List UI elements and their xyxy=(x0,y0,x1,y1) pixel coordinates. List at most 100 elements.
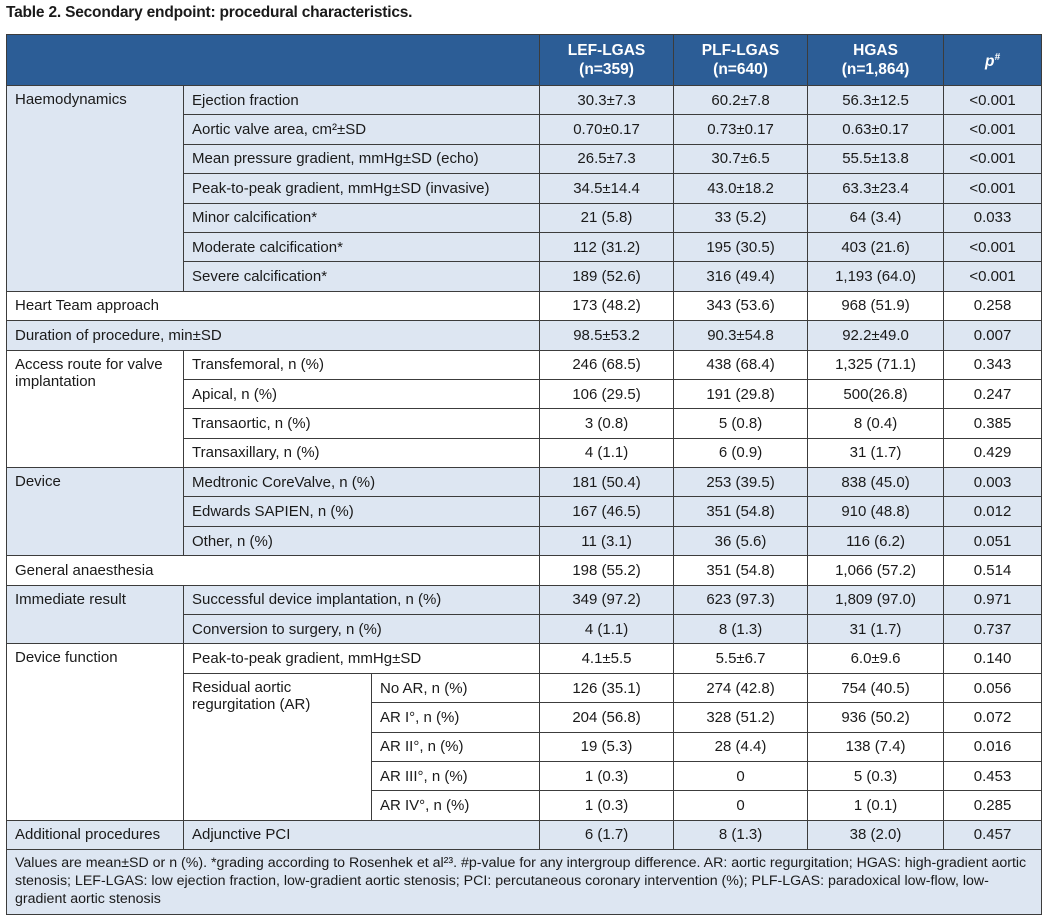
cell-plf-lgas: 438 (68.4) xyxy=(673,349,809,380)
row-label: Peak-to-peak gradient, mmHg±SD xyxy=(182,643,541,674)
cell-hgas: 55.5±13.8 xyxy=(807,143,945,175)
cell-hgas: 92.2±49.0 xyxy=(807,320,945,351)
header-p-superscript: # xyxy=(994,52,1001,64)
group-device-function: Device function xyxy=(6,643,184,821)
header-hgas-label: HGAS xyxy=(853,42,898,59)
cell-plf-lgas: 8 (1.3) xyxy=(673,614,809,645)
cell-lef-lgas: 349 (97.2) xyxy=(539,584,675,616)
row-label: Peak-to-peak gradient, mmHg±SD (invasive… xyxy=(182,173,541,204)
cell-p: 0.012 xyxy=(943,496,1043,527)
cell-plf-lgas: 30.7±6.5 xyxy=(673,143,809,175)
cell-lef-lgas: 11 (3.1) xyxy=(539,525,675,557)
table-row: AR I°, n (%) 204 (56.8) 328 (51.2) 936 (… xyxy=(7,702,1043,733)
row-label: Transaortic, n (%) xyxy=(182,408,541,439)
cell-plf-lgas: 8 (1.3) xyxy=(673,819,809,851)
cell-plf-lgas: 5.5±6.7 xyxy=(673,643,809,674)
cell-p: 0.003 xyxy=(943,467,1043,498)
table-row: Access route for valve implantation Tran… xyxy=(6,349,1043,469)
row-label: AR III°, n (%) xyxy=(370,760,541,792)
cell-p: 0.971 xyxy=(943,584,1043,616)
cell-p: <0.001 xyxy=(943,143,1043,175)
table-row: General anaesthesia 198 (55.2) 351 (54.8… xyxy=(5,555,1043,586)
subgroup-residual-ar: Residual aortic regurgitation (AR) xyxy=(183,672,372,821)
group-immediate-result: Immediate result xyxy=(6,584,184,645)
group-anaesthesia: General anaesthesia xyxy=(5,555,541,586)
header-p-label: p xyxy=(985,53,995,71)
table-row: Additional procedures Adjunctive PCI 6 (… xyxy=(6,819,1043,851)
cell-p: 0.285 xyxy=(943,790,1043,821)
cell-lef-lgas: 204 (56.8) xyxy=(539,702,675,733)
cell-hgas: 754 (40.5) xyxy=(807,672,945,704)
cell-lef-lgas: 1 (0.3) xyxy=(539,760,675,792)
cell-plf-lgas: 36 (5.6) xyxy=(673,525,809,557)
table-row: AR III°, n (%) 1 (0.3) 0 5 (0.3) 0.453 xyxy=(7,760,1043,792)
row-label: Other, n (%) xyxy=(182,525,541,557)
cell-lef-lgas: 0.70±0.17 xyxy=(539,114,675,145)
cell-hgas: 8 (0.4) xyxy=(807,408,945,439)
cell-lef-lgas: 34.5±14.4 xyxy=(539,173,675,204)
row-label: Medtronic CoreValve, n (%) xyxy=(182,467,541,498)
table-row: Aortic valve area, cm²±SD 0.70±0.17 0.73… xyxy=(7,114,1043,145)
cell-lef-lgas: 189 (52.6) xyxy=(539,261,675,292)
table-row: Duration of procedure, min±SD 98.5±53.2 … xyxy=(5,320,1043,351)
cell-lef-lgas: 4 (1.1) xyxy=(539,437,675,469)
cell-p: 0.007 xyxy=(943,320,1043,351)
table-row: Other, n (%) 11 (3.1) 36 (5.6) 116 (6.2)… xyxy=(7,525,1043,557)
row-label: No AR, n (%) xyxy=(370,672,541,704)
cell-hgas: 838 (45.0) xyxy=(807,467,945,498)
cell-hgas: 6.0±9.6 xyxy=(807,643,945,674)
cell-p: <0.001 xyxy=(943,114,1043,145)
cell-hgas: 403 (21.6) xyxy=(807,231,945,263)
table-row: Haemodynamics Ejection fraction 30.3±7.3… xyxy=(6,84,1043,292)
cell-p: 0.247 xyxy=(943,378,1043,410)
cell-lef-lgas: 98.5±53.2 xyxy=(539,320,675,351)
cell-p: 0.140 xyxy=(943,643,1043,674)
header-row: LEF-LGAS (n=359) PLF-LGAS (n=640) HGAS (n=1… xyxy=(5,34,1043,86)
table-row: Device Medtronic CoreValve, n (%) 181 (5… xyxy=(6,467,1043,557)
header-lef-lgas-n: (n=359) xyxy=(579,61,634,78)
cell-hgas: 1,066 (57.2) xyxy=(807,555,945,586)
cell-lef-lgas: 1 (0.3) xyxy=(539,790,675,821)
row-label: Transaxillary, n (%) xyxy=(182,437,541,469)
cell-p: 0.056 xyxy=(943,672,1043,704)
cell-plf-lgas: 33 (5.2) xyxy=(673,202,809,233)
header-lef-lgas-label: LEF-LGAS xyxy=(567,42,646,59)
cell-hgas: 31 (1.7) xyxy=(807,614,945,645)
procedural-characteristics-table: LEF-LGAS (n=359) PLF-LGAS (n=640) HGAS (n=1… xyxy=(5,34,1043,915)
cell-plf-lgas: 343 (53.6) xyxy=(673,290,809,322)
header-plf-lgas: PLF-LGAS (n=640) xyxy=(673,34,809,86)
cell-hgas: 1,809 (97.0) xyxy=(807,584,945,616)
cell-lef-lgas: 246 (68.5) xyxy=(539,349,675,380)
cell-hgas: 500(26.8) xyxy=(807,378,945,410)
cell-plf-lgas: 6 (0.9) xyxy=(673,437,809,469)
cell-plf-lgas: 328 (51.2) xyxy=(673,702,809,733)
header-hgas: HGAS (n=1,864) xyxy=(807,34,945,86)
cell-p: 0.429 xyxy=(943,437,1043,469)
cell-lef-lgas: 26.5±7.3 xyxy=(539,143,675,175)
row-label: Aortic valve area, cm²±SD xyxy=(182,114,541,145)
cell-lef-lgas: 181 (50.4) xyxy=(539,467,675,498)
cell-plf-lgas: 316 (49.4) xyxy=(673,261,809,292)
cell-hgas: 1,193 (64.0) xyxy=(807,261,945,292)
cell-lef-lgas: 4 (1.1) xyxy=(539,614,675,645)
cell-hgas: 38 (2.0) xyxy=(807,819,945,851)
cell-p: <0.001 xyxy=(943,231,1043,263)
table-row: Immediate result Successful device impla… xyxy=(6,584,1043,645)
cell-lef-lgas: 167 (46.5) xyxy=(539,496,675,527)
group-access-route: Access route for valve implantation xyxy=(6,349,184,469)
header-lef-lgas: LEF-LGAS (n=359) xyxy=(539,34,675,86)
table-row: Conversion to surgery, n (%) 4 (1.1) 8 (… xyxy=(7,614,1043,645)
cell-lef-lgas: 21 (5.8) xyxy=(539,202,675,233)
cell-plf-lgas: 0 xyxy=(673,760,809,792)
row-label: Apical, n (%) xyxy=(182,378,541,410)
cell-p: 0.385 xyxy=(943,408,1043,439)
cell-hgas: 0.63±0.17 xyxy=(807,114,945,145)
row-label: AR I°, n (%) xyxy=(370,702,541,733)
cell-lef-lgas: 19 (5.3) xyxy=(539,731,675,762)
table-row: Mean pressure gradient, mmHg±SD (echo) 2… xyxy=(7,143,1043,175)
cell-plf-lgas: 0.73±0.17 xyxy=(673,114,809,145)
group-device: Device xyxy=(6,467,184,557)
group-additional-procedures: Additional procedures xyxy=(6,819,184,851)
table-row: Edwards SAPIEN, n (%) 167 (46.5) 351 (54… xyxy=(7,496,1043,527)
cell-plf-lgas: 5 (0.8) xyxy=(673,408,809,439)
